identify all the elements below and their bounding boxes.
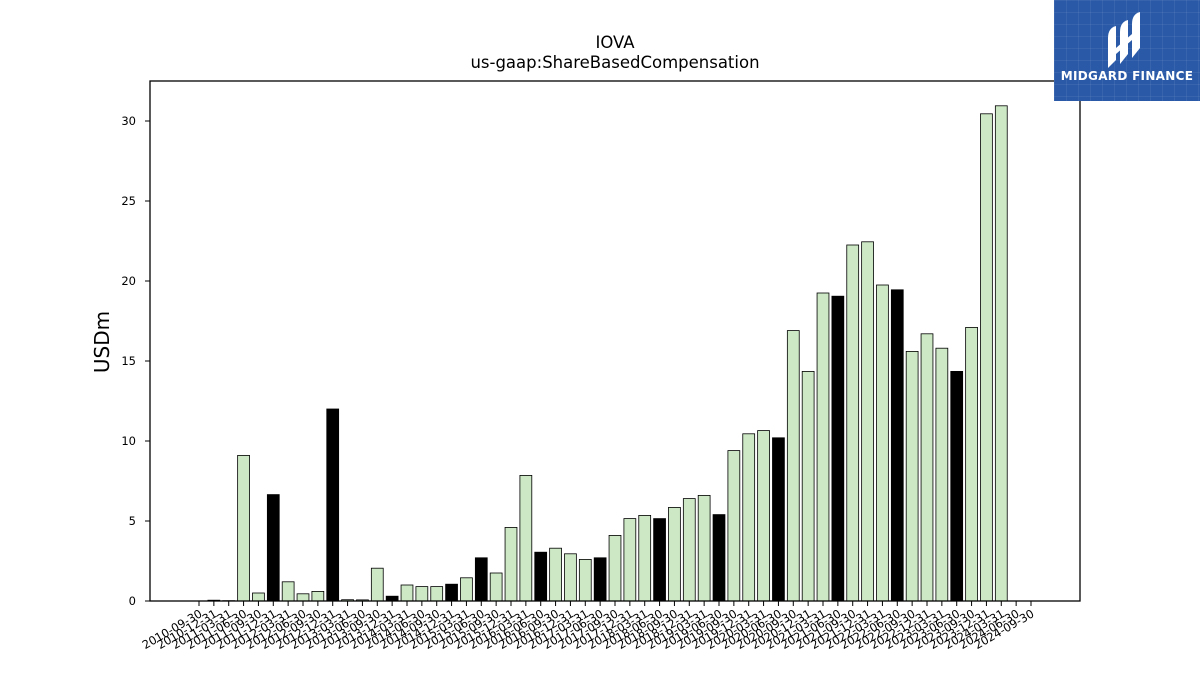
bar-2016-03-31 bbox=[519, 474, 533, 602]
bar-2021-03-31 bbox=[816, 292, 830, 602]
bar-2020-09-30 bbox=[786, 330, 800, 602]
x-axis: 2010-09-302010-12-312011-03-312011-06-30… bbox=[140, 601, 1037, 652]
y-tick-label: 20 bbox=[121, 274, 136, 288]
y-tick-label: 25 bbox=[121, 194, 136, 208]
bar-2011-12-31 bbox=[266, 494, 280, 602]
y-tick-label: 30 bbox=[121, 114, 136, 128]
bar-2020-12-31 bbox=[801, 370, 815, 602]
bar-2023-12-31 bbox=[980, 113, 993, 602]
bar-2023-03-31 bbox=[935, 347, 949, 602]
bar-2019-12-31 bbox=[742, 433, 756, 602]
bar-2016-06-30 bbox=[534, 551, 548, 602]
midgard-finance-logo: MIDGARD FINANCE bbox=[1054, 0, 1200, 101]
y-tick-label: 10 bbox=[121, 434, 136, 448]
bar-2021-12-31 bbox=[861, 241, 874, 602]
bar-2020-06-30 bbox=[772, 437, 785, 602]
y-axis-label: USDm bbox=[90, 311, 114, 373]
chart-title: IOVA bbox=[595, 33, 635, 52]
y-tick-label: 0 bbox=[129, 594, 136, 608]
bar-2023-06-30 bbox=[950, 370, 964, 602]
bar-2019-09-30 bbox=[727, 450, 741, 602]
bar-2012-12-31 bbox=[326, 408, 340, 602]
bar-2014-12-31 bbox=[445, 583, 458, 602]
bar-2021-06-30 bbox=[831, 295, 845, 602]
bar-2015-12-31 bbox=[504, 527, 518, 602]
bar-2014-03-31 bbox=[400, 584, 414, 602]
bar-2022-06-30 bbox=[890, 289, 904, 602]
bar-2020-03-31 bbox=[757, 430, 770, 602]
bar-2019-03-31 bbox=[697, 494, 711, 602]
bar-2024-03-31 bbox=[994, 105, 1008, 602]
bar-2022-09-30 bbox=[905, 350, 919, 602]
bar-2018-03-31 bbox=[638, 515, 652, 602]
bar-2014-09-30 bbox=[430, 586, 444, 602]
bar-2012-06-30 bbox=[296, 593, 310, 602]
bar-2019-06-30 bbox=[712, 514, 726, 602]
y-axis: 0 5 10 15 20 25 30 bbox=[121, 114, 150, 608]
plot-frame bbox=[149, 80, 1081, 602]
bar-2017-03-31 bbox=[578, 559, 592, 602]
midgard-logo-icon bbox=[1108, 12, 1140, 68]
logo-text: MIDGARD FINANCE bbox=[1060, 69, 1194, 83]
y-tick-label: 15 bbox=[121, 354, 136, 368]
bar-2023-09-30 bbox=[965, 326, 978, 602]
bar-2013-09-30 bbox=[370, 567, 384, 602]
bar-2016-12-31 bbox=[564, 553, 577, 602]
bar-2021-09-30 bbox=[846, 244, 860, 602]
bar-2017-06-30 bbox=[593, 557, 607, 602]
bar-2022-12-31 bbox=[920, 333, 934, 602]
bar-2015-06-30 bbox=[474, 557, 488, 602]
bar-2014-06-30 bbox=[415, 586, 429, 602]
bar-2011-06-30 bbox=[237, 454, 250, 602]
chart-subtitle: us-gaap:ShareBasedCompensation bbox=[470, 53, 759, 72]
bar-2018-06-30 bbox=[653, 518, 666, 602]
bar-2022-03-31 bbox=[876, 284, 889, 602]
bar-2012-09-30 bbox=[311, 591, 325, 602]
bar-2016-09-30 bbox=[549, 547, 562, 602]
bar-2017-12-31 bbox=[623, 518, 637, 602]
bar-2018-09-30 bbox=[668, 506, 681, 602]
bar-2017-09-30 bbox=[608, 535, 622, 602]
bar-2015-03-31 bbox=[460, 577, 473, 602]
y-tick-label: 5 bbox=[129, 514, 136, 528]
bar-2011-09-30 bbox=[252, 592, 265, 602]
bar-2013-12-31 bbox=[385, 595, 399, 602]
bar-2018-12-31 bbox=[682, 498, 696, 602]
bar-2012-03-31 bbox=[281, 581, 295, 602]
bars bbox=[207, 105, 1008, 602]
bar-2015-09-30 bbox=[489, 572, 503, 602]
